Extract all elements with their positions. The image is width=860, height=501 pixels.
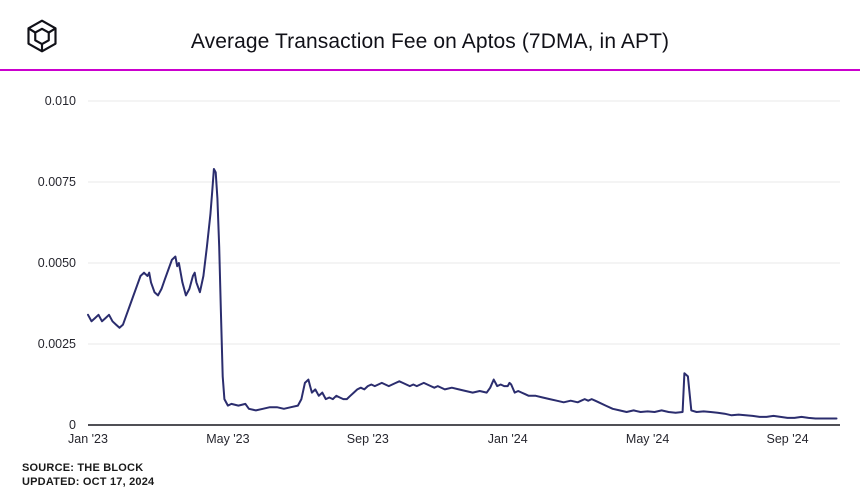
y-tick-label: 0.0025 [38, 337, 76, 351]
chart-title: Average Transaction Fee on Aptos (7DMA, … [190, 30, 670, 53]
y-tick-label: 0.0050 [38, 256, 76, 270]
source-block: SOURCE: THE BLOCK UPDATED: OCT 17, 2024 [22, 461, 154, 489]
x-tick-label: Sep '23 [347, 432, 389, 446]
header: Average Transaction Fee on Aptos (7DMA, … [0, 0, 860, 71]
x-tick-label: Sep '24 [767, 432, 809, 446]
x-tick-label: Jan '24 [488, 432, 528, 446]
fee-line [87, 168, 838, 420]
y-tick-label: 0 [69, 418, 76, 432]
source-text: SOURCE: THE BLOCK [22, 462, 144, 474]
y-tick-label: 0.0075 [38, 175, 76, 189]
header-divider [0, 69, 860, 71]
x-tick-label: Jan '23 [68, 432, 108, 446]
the-block-logo [27, 19, 57, 53]
x-tick-label: May '24 [626, 432, 669, 446]
y-tick-label: 0.010 [45, 94, 76, 108]
x-tick-label: May '23 [206, 432, 249, 446]
updated-text: UPDATED: OCT 17, 2024 [22, 476, 155, 488]
